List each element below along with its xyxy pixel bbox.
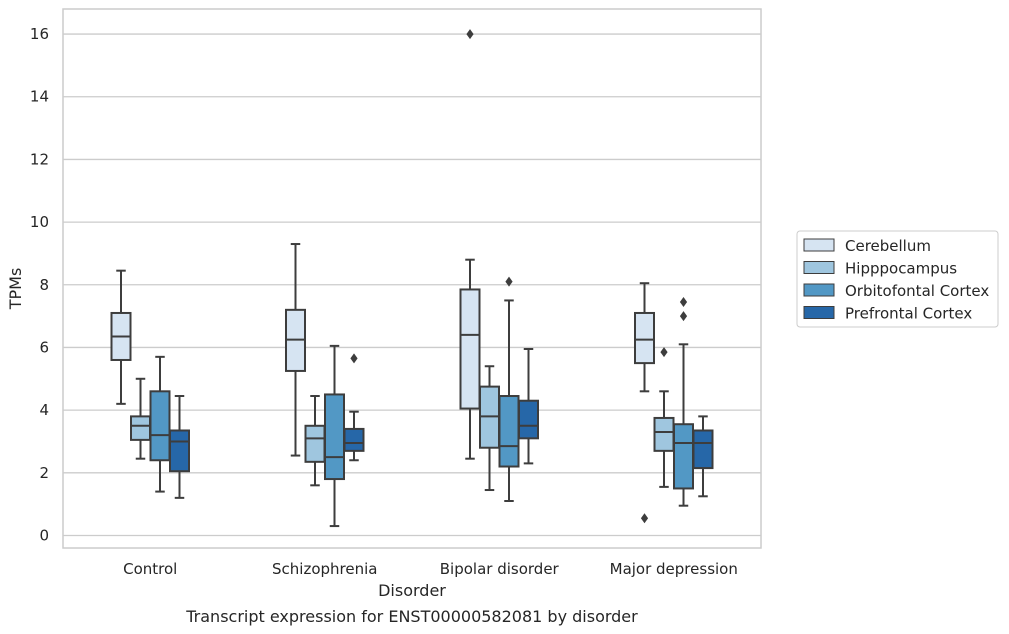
box-iqr (169, 429, 190, 473)
legend-swatch (803, 238, 835, 252)
box-hipppocampus-bipolar-disorder (479, 365, 500, 492)
box-orbitofontal-cortex-major-depression (673, 297, 694, 507)
box-orbitofontal-cortex-schizophrenia (324, 344, 345, 528)
legend-label: Hipppocampus (845, 260, 957, 278)
box-iqr (634, 311, 655, 365)
box-prefrontal-cortex-bipolar-disorder (518, 348, 539, 465)
box-iqr (343, 427, 365, 452)
outlier-point (679, 297, 688, 308)
legend-swatch (803, 261, 835, 274)
box-iqr (324, 393, 345, 481)
outlier-point (505, 276, 513, 287)
box-iqr (149, 390, 171, 462)
legend-swatch (803, 306, 835, 319)
y-tick-label: 14 (30, 88, 49, 106)
legend-items: Cerebellum Hipppocampus Orbitofontal Corte… (803, 237, 989, 323)
outlier-point (660, 347, 668, 358)
box-orbitofontal-cortex-bipolar-disorder (498, 276, 520, 502)
box-iqr (459, 288, 481, 410)
box-iqr (304, 424, 326, 463)
outlier-point (350, 353, 358, 364)
legend-item: Hipppocampus (803, 260, 957, 278)
box-iqr (498, 395, 520, 468)
y-tick-label: 4 (39, 401, 49, 419)
box-cerebellum-control (110, 269, 132, 405)
box-iqr (130, 415, 151, 441)
box-iqr (518, 399, 539, 440)
box-iqr (673, 423, 694, 490)
box-hipppocampus-major-depression (653, 347, 675, 488)
legend-item: Orbitofontal Cortex (803, 282, 989, 300)
box-orbitofontal-cortex-control (149, 355, 171, 493)
y-tick-labels: 0 2 4 6 8 10 12 14 16 (30, 25, 49, 544)
x-axis-label: Disorder (378, 581, 446, 600)
outlier-point (640, 513, 649, 524)
outlier-point (679, 311, 688, 322)
legend-swatch (803, 283, 835, 297)
legend: Cerebellum Hipppocampus Orbitofontal Corte… (796, 230, 999, 328)
legend-label: Cerebellum (845, 237, 931, 255)
chart-caption: Transcript expression for ENST0000058208… (185, 607, 638, 626)
x-tick-label: Bipolar disorder (440, 560, 560, 578)
box-prefrontal-cortex-schizophrenia (343, 353, 365, 462)
plot-frame (62, 8, 762, 549)
y-axis-label: TPMs (6, 268, 25, 311)
x-tick-label: Schizophrenia (272, 560, 377, 578)
legend-frame (796, 230, 999, 328)
y-tick-label: 8 (39, 276, 49, 294)
y-tick-label: 2 (39, 464, 49, 482)
box-hipppocampus-schizophrenia (304, 395, 326, 487)
outlier-point (466, 29, 474, 40)
box-cerebellum-major-depression (634, 282, 655, 524)
y-tick-label: 0 (39, 526, 49, 544)
box-iqr (653, 416, 675, 452)
y-tick-label: 12 (30, 150, 49, 168)
x-tick-label: Major depression (610, 560, 738, 578)
x-tick-label: Control (123, 560, 177, 578)
box-cerebellum-bipolar-disorder (459, 29, 481, 460)
box-prefrontal-cortex-major-depression (692, 415, 714, 498)
box-prefrontal-cortex-control (169, 395, 190, 499)
legend-item: Prefrontal Cortex (803, 305, 972, 323)
y-tick-label: 10 (30, 213, 49, 231)
box-groups (110, 29, 714, 528)
box-cerebellum-schizophrenia (285, 243, 306, 457)
legend-label: Orbitofontal Cortex (845, 282, 989, 300)
box-hipppocampus-control (130, 377, 151, 460)
y-tick-label: 6 (39, 338, 49, 356)
legend-item: Cerebellum (803, 237, 931, 255)
legend-label: Prefrontal Cortex (845, 305, 972, 323)
x-tick-labels: Control Schizophrenia Bipolar disorder Majo… (123, 560, 738, 578)
y-tick-label: 16 (30, 25, 49, 43)
box-iqr (692, 429, 714, 470)
